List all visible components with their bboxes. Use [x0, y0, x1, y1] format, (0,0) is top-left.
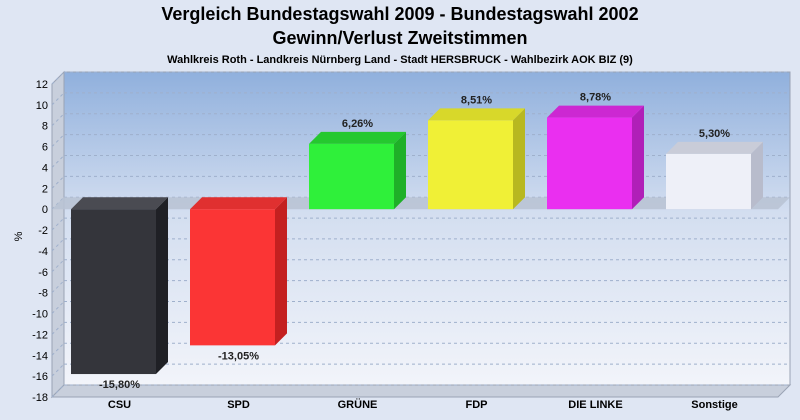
data-label: 8,51%	[461, 94, 492, 106]
gridline-wall	[51, 217, 65, 231]
bar-top	[309, 131, 406, 144]
left-wall	[51, 70, 65, 399]
y-tick-label: -10	[32, 309, 48, 321]
plot-area	[63, 71, 791, 386]
y-tick-label: 0	[42, 204, 48, 216]
y-tick-label: 6	[42, 142, 48, 154]
bar-top	[428, 108, 525, 121]
y-tick-label: -2	[38, 225, 48, 237]
bar-fdp	[428, 120, 513, 210]
bar-side	[394, 131, 406, 210]
chart-subtitle: Wahlkreis Roth - Landkreis Nürnberg Land…	[167, 54, 633, 66]
bar-side	[275, 197, 287, 346]
gridline-wall	[51, 175, 65, 189]
bar-side	[513, 108, 525, 210]
x-tick-label: FDP	[466, 399, 488, 411]
y-tick-label: 2	[42, 183, 48, 195]
y-tick-label: 4	[42, 162, 48, 174]
y-tick-label: -8	[38, 288, 48, 300]
gridline-wall	[51, 259, 65, 273]
gridline-wall	[51, 342, 65, 356]
x-tick-label: CSU	[108, 399, 131, 411]
gridline-wall	[51, 363, 65, 377]
bar-top	[190, 197, 287, 210]
x-tick-label: DIE LINKE	[568, 399, 622, 411]
gridline-wall	[51, 384, 65, 398]
gridline-wall	[51, 322, 65, 335]
bar-side	[632, 105, 644, 210]
bar-top	[666, 141, 763, 154]
bar-grüne	[309, 143, 394, 210]
bar-die-linke	[547, 117, 632, 210]
y-tick-label: 8	[42, 121, 48, 133]
gridline-wall	[51, 92, 65, 106]
gridline-wall	[51, 280, 65, 294]
data-label: 5,30%	[699, 128, 730, 140]
y-tick-label: -18	[32, 392, 48, 404]
bar-top	[547, 105, 644, 118]
bar-side	[156, 197, 168, 375]
bar-csu	[71, 209, 156, 375]
data-label: -13,05%	[218, 350, 259, 362]
y-tick-label: -6	[38, 267, 48, 279]
y-tick-label: 10	[36, 100, 48, 112]
data-label: -15,80%	[99, 379, 140, 391]
data-label: 8,78%	[580, 92, 611, 104]
x-tick-label: GRÜNE	[338, 398, 378, 411]
bar-spd	[190, 209, 275, 346]
bar-side	[751, 141, 763, 210]
chart-title: Vergleich Bundestagswahl 2009 - Bundesta…	[161, 4, 639, 24]
y-tick-label: -16	[32, 371, 48, 383]
y-tick-label: -4	[38, 246, 48, 258]
data-label: 6,26%	[342, 118, 373, 130]
gridline-wall	[51, 238, 65, 252]
x-tick-label: SPD	[227, 399, 250, 411]
gridline-wall	[51, 301, 65, 314]
y-tick-label: -12	[32, 329, 48, 341]
x-tick-label: Sonstige	[691, 399, 737, 411]
gridline-wall	[51, 71, 65, 85]
floor	[50, 384, 792, 398]
gridline-wall	[51, 113, 65, 127]
y-tick-label: 12	[36, 79, 48, 91]
gridline-wall	[51, 155, 65, 168]
gridline-wall	[51, 134, 65, 147]
bar-top	[71, 197, 168, 210]
bar-sonstige	[666, 153, 751, 210]
y-tick-label: -14	[32, 350, 48, 362]
chart-title-line2: Gewinn/Verlust Zweitstimmen	[272, 28, 528, 48]
y-axis-label: %	[13, 231, 25, 241]
